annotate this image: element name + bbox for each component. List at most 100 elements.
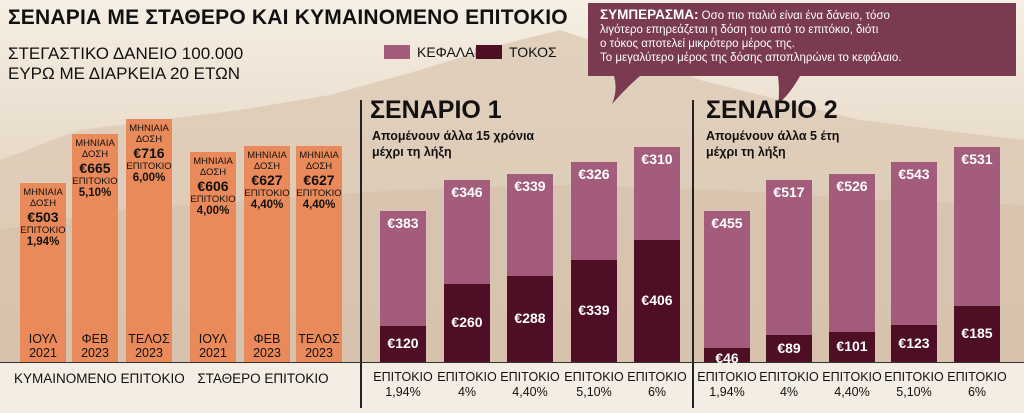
- interest-bar-segment: €89: [766, 335, 812, 362]
- bar-date-label: ΙΟΥΛ 2021: [190, 332, 236, 360]
- payment-caption: ΜΗΝΙΑΙΑ: [247, 150, 287, 161]
- interest-bar-segment: €185: [954, 306, 1000, 362]
- interest-value-label: €89: [777, 340, 801, 356]
- x-axis-tick-line-1: ΕΠΙΤΟΚΙΟ: [759, 370, 819, 384]
- principal-value-label: €531: [961, 151, 993, 167]
- x-axis-tick-line-2: 5,10%: [896, 385, 932, 399]
- rate-value: 4,40%: [250, 199, 284, 211]
- payment-caption-2: ΔΟΣΗ: [29, 198, 57, 209]
- interest-value-label: €260: [451, 314, 483, 330]
- x-axis-tick-line-2: 1,94%: [385, 385, 421, 399]
- callout-heading: ΣΥΜΠΕΡΑΣΜΑ:: [600, 7, 699, 22]
- principal-bar-segment: €517: [766, 180, 812, 335]
- interest-value-label: €123: [898, 335, 930, 351]
- rate-caption: ΕΠΙΤΟΚΙΟ: [72, 176, 118, 187]
- legend-principal: ΚΕΦΑΛΑΙΟ: [384, 44, 489, 60]
- interest-value-label: €185: [961, 325, 993, 341]
- interest-value-label: €120: [387, 335, 419, 351]
- principal-value-label: €455: [711, 215, 743, 231]
- payment-caption: ΜΗΝΙΑΙΑ: [193, 156, 233, 167]
- bar-date-label: ΦΕΒ 2023: [72, 332, 118, 360]
- rate-caption: ΕΠΙΤΟΚΙΟ: [190, 194, 236, 205]
- bar-date-line-1: ΦΕΒ: [253, 332, 281, 346]
- separator-left: [360, 100, 362, 408]
- scenario1-title: ΣΕΝΑΡΙΟ 1: [370, 96, 502, 124]
- interest-value-label: €339: [578, 302, 610, 318]
- interest-bar-segment: €260: [444, 284, 490, 362]
- scenario2-subtitle-line-1: Απομένουν άλλα 5 έτη: [706, 129, 840, 143]
- principal-value-label: €346: [451, 184, 483, 200]
- rate-value: 5,10%: [78, 187, 112, 199]
- x-axis-tick-line-1: ΕΠΙΤΟΚΙΟ: [697, 370, 757, 384]
- principal-bar-segment: €531: [954, 147, 1000, 306]
- interest-bar-segment: €406: [634, 240, 680, 362]
- principal-value-label: €543: [898, 166, 930, 182]
- scenario2-subtitle: Απομένουν άλλα 5 έτη μέχρι τη λήξη: [706, 128, 906, 160]
- interest-value-label: €288: [514, 310, 546, 326]
- interest-bar-segment: €339: [571, 260, 617, 362]
- bar-date-line-2: 2021: [29, 346, 57, 360]
- interest-bar-segment: €101: [829, 332, 875, 362]
- payment-value: €665: [79, 160, 111, 176]
- bar-date-line-2: 2023: [305, 346, 333, 360]
- bar-date-line-1: ΙΟΥΛ: [198, 332, 228, 346]
- legend-interest-label: ΤΟΚΟΣ: [509, 44, 557, 60]
- rate-bar-label: ΜΗΝΙΑΙΑ ΔΟΣΗ €503 ΕΠΙΤΟΚΙΟ 1,94%: [20, 187, 66, 249]
- rate-bar-label: ΜΗΝΙΑΙΑ ΔΟΣΗ €716 ΕΠΙΤΟΚΙΟ 6,00%: [126, 123, 172, 185]
- callout-line-4: Το μεγαλύτερο μέρος της δόσης αποπληρώνε…: [600, 52, 902, 64]
- payment-value: €627: [303, 172, 335, 188]
- x-axis-tick-line-2: 4%: [457, 385, 477, 399]
- subtitle-line-2: ΕΥΡΩ ΜΕ ΔΙΑΡΚΕΙΑ 20 ΕΤΩΝ: [8, 64, 241, 83]
- interest-value-label: €46: [715, 350, 739, 366]
- interest-value-label: €101: [836, 338, 868, 354]
- payment-caption: ΜΗΝΙΑΙΑ: [75, 138, 115, 149]
- scenario1-subtitle: Απομένουν άλλα 15 χρόνια μέχρι τη λήξη: [372, 128, 572, 160]
- bar-date-line-2: 2023: [135, 346, 163, 360]
- subtitle-line-1: ΣΤΕΓΑΣΤΙΚΟ ΔΑΝΕΙΟ 100.000: [8, 44, 244, 63]
- x-axis-tick-line-1: ΕΠΙΤΟΚΙΟ: [437, 370, 497, 384]
- principal-bar-segment: €346: [444, 180, 490, 284]
- x-axis-tick-label: ΕΠΙΤΟΚΙΟ 4,40%: [822, 370, 882, 400]
- x-axis-tick-label: ΕΠΙΤΟΚΙΟ 5,10%: [884, 370, 944, 400]
- rate-bar-label: ΜΗΝΙΑΙΑ ΔΟΣΗ €627 ΕΠΙΤΟΚΙΟ 4,40%: [244, 150, 290, 212]
- rate-caption: ΕΠΙΤΟΚΙΟ: [20, 225, 66, 236]
- principal-value-label: €339: [514, 178, 546, 194]
- footer-fixed-label: ΣΤΑΘΕΡΟ ΕΠΙΤΟΚΙΟ: [197, 371, 329, 386]
- payment-caption-2: ΔΟΣΗ: [81, 149, 109, 160]
- x-axis-tick-label: ΕΠΙΤΟΚΙΟ 1,94%: [373, 370, 433, 400]
- x-axis-tick-line-2: 4,40%: [834, 385, 870, 399]
- scenario1-subtitle-line-1: Απομένουν άλλα 15 χρόνια: [372, 129, 535, 143]
- principal-bar-segment: €310: [634, 147, 680, 240]
- payment-value: €503: [27, 209, 59, 225]
- page-subtitle: ΣΤΕΓΑΣΤΙΚΟ ΔΑΝΕΙΟ 100.000 ΕΥΡΩ ΜΕ ΔΙΑΡΚΕ…: [8, 44, 243, 84]
- x-axis-tick-line-1: ΕΠΙΤΟΚΙΟ: [564, 370, 624, 384]
- payment-value: €606: [197, 178, 229, 194]
- rate-bar-label: ΜΗΝΙΑΙΑ ΔΟΣΗ €606 ΕΠΙΤΟΚΙΟ 4,00%: [190, 156, 236, 218]
- legend-interest-swatch: [476, 45, 502, 59]
- interest-value-label: €406: [641, 292, 673, 308]
- x-axis-tick-line-1: ΕΠΙΤΟΚΙΟ: [373, 370, 433, 384]
- x-axis-tick-line-2: 4%: [779, 385, 799, 399]
- callout-line-1: Οσο πιο παλιό είναι ένα δάνειο, τόσο: [701, 10, 890, 22]
- rate-value: 1,94%: [26, 236, 60, 248]
- bar-date-line-2: 2023: [81, 346, 109, 360]
- legend-principal-label: ΚΕΦΑΛΑΙΟ: [417, 44, 490, 60]
- principal-value-label: €383: [387, 215, 419, 231]
- page-title: ΣΕΝΑΡΙΑ ΜΕ ΣΤΑΘΕΡΟ ΚΑΙ ΚΥΜΑΙΝΟΜΕΝΟ ΕΠΙΤΟ…: [8, 6, 568, 29]
- scenario2-subtitle-line-2: μέχρι τη λήξη: [706, 145, 786, 159]
- bar-date-label: ΦΕΒ 2023: [244, 332, 290, 360]
- callout-line-3: ο τόκος αποτελεί μικρότερο μέρος της.: [600, 38, 795, 50]
- bar-date-line-1: ΦΕΒ: [81, 332, 109, 346]
- rate-bar-label: ΜΗΝΙΑΙΑ ΔΟΣΗ €665 ΕΠΙΤΟΚΙΟ 5,10%: [72, 138, 118, 200]
- principal-bar-segment: €526: [829, 174, 875, 332]
- principal-value-label: €526: [836, 178, 868, 194]
- interest-bar-segment: €288: [507, 276, 553, 362]
- principal-bar-segment: €326: [571, 162, 617, 260]
- rate-bar: ΜΗΝΙΑΙΑ ΔΟΣΗ €503 ΕΠΙΤΟΚΙΟ 1,94% ΙΟΥΛ 2021: [20, 183, 66, 362]
- bar-date-label: ΤΕΛΟΣ 2023: [296, 332, 342, 360]
- payment-caption-2: ΔΟΣΗ: [199, 167, 227, 178]
- principal-bar-segment: €383: [380, 211, 426, 326]
- payment-caption: ΜΗΝΙΑΙΑ: [129, 123, 169, 134]
- x-axis-tick-line-1: ΕΠΙΤΟΚΙΟ: [947, 370, 1007, 384]
